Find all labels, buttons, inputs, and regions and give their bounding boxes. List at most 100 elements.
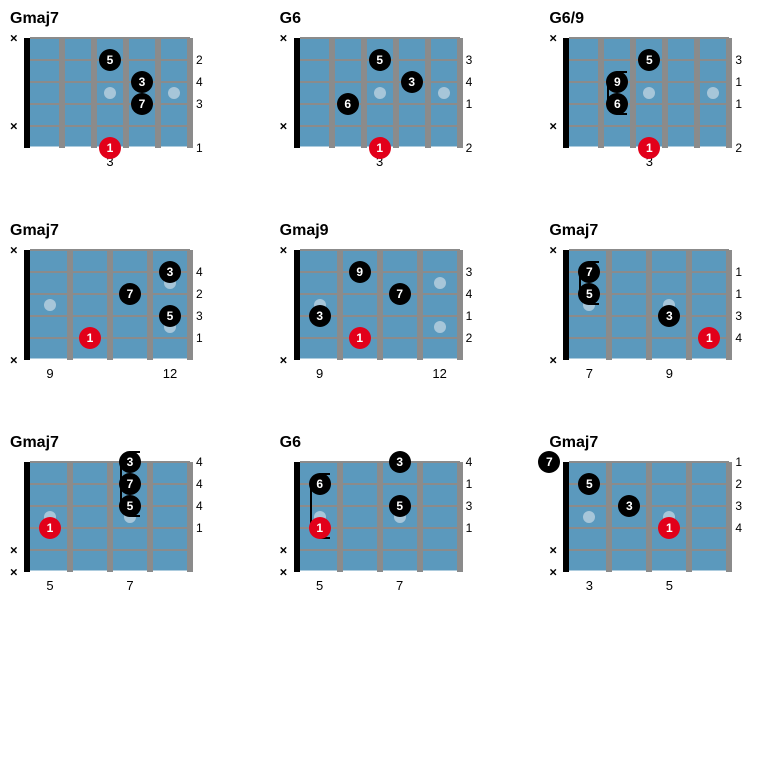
mute-icon: × [549,565,557,580]
note-dot: 1 [99,137,121,159]
note-dot: 1 [638,137,660,159]
finger-number: 1 [735,287,742,301]
mute-icon: × [10,31,18,46]
note-dot: 6 [606,93,628,115]
chord-diagram: G6/9××596131123 [549,10,769,172]
finger-number: 2 [735,141,742,155]
inlay-dot [434,277,446,289]
fret-number: 7 [396,578,403,593]
mute-icon: × [549,543,557,558]
finger-number: 3 [466,265,473,279]
finger-number: 4 [735,521,742,535]
fret-line [417,462,423,572]
note-dot: 3 [309,305,331,327]
fretboard: 7531 [569,462,729,572]
fret-line [425,38,431,148]
mute-icon: × [280,565,288,580]
fret-label-row: 57 [300,578,460,596]
fret-number: 5 [316,578,323,593]
finger-number: 1 [735,265,742,279]
chord-title: Gmaj7 [549,434,769,452]
finger-number: 2 [466,331,473,345]
finger-number: 1 [196,331,203,345]
string-line [300,103,460,105]
mute-column: ×× [549,38,563,148]
inlay-dot [374,87,386,99]
note-dot: 3 [401,71,423,93]
mute-icon: × [280,243,288,258]
finger-number: 4 [466,75,473,89]
fret-line [694,38,700,148]
note-dot: 5 [638,49,660,71]
finger-number: 1 [196,141,203,155]
fret-line [457,38,463,148]
chord-diagram: Gmaj7××3751444157 [10,434,230,596]
board-wrap: ××59613112 [549,38,769,148]
string-line [569,103,729,105]
note-dot: 3 [389,451,411,473]
board-wrap: ××36514131 [280,462,500,572]
fretboard: 9731 [300,250,460,360]
note-dot: 1 [39,517,61,539]
note-dot: 7 [119,473,141,495]
fret-label-row: 57 [30,578,190,596]
string-line [300,37,460,39]
fret-line [187,38,193,148]
finger-number: 1 [735,75,742,89]
finger-number: 3 [735,53,742,67]
note-dot: 1 [698,327,720,349]
fret-number: 3 [586,578,593,593]
chord-title: G6/9 [549,10,769,28]
fret-line [646,462,652,572]
note-dot: 1 [658,517,680,539]
fret-line [155,38,161,148]
note-dot: 1 [369,137,391,159]
finger-number: 3 [196,97,203,111]
fret-number: 7 [586,366,593,381]
board-wrap: ××75311134 [549,250,769,360]
fretboard: 7531 [569,250,729,360]
string-line [300,125,460,127]
fret-line [726,250,732,360]
note-dot: 9 [349,261,371,283]
fret-line [329,38,335,148]
fret-number: 12 [432,366,446,381]
finger-column: 3412 [464,250,480,360]
note-dot: 1 [79,327,101,349]
fret-line [67,250,73,360]
note-dot: 6 [309,473,331,495]
mute-icon: × [549,353,557,368]
fret-line [606,250,612,360]
note-dot: 5 [578,283,600,305]
finger-number: 4 [196,75,203,89]
fret-line [377,462,383,572]
chord-title: Gmaj7 [10,222,230,240]
finger-column: 3112 [733,38,749,148]
inlay-dot [643,87,655,99]
finger-number: 1 [466,309,473,323]
inlay-dot [707,87,719,99]
finger-number: 2 [196,287,203,301]
board-wrap: ××37514441 [10,462,230,572]
finger-number: 1 [196,521,203,535]
mute-icon: × [10,119,18,134]
finger-column: 2431 [194,38,210,148]
fretboard: 3751 [30,250,190,360]
note-dot: 7 [538,451,560,473]
note-dot: 1 [349,327,371,349]
note-dot: 6 [337,93,359,115]
chord-title: Gmaj9 [280,222,500,240]
finger-column: 4231 [194,250,210,360]
note-dot: 5 [159,305,181,327]
board-wrap: ××37514231 [10,250,230,360]
board-wrap: ××53712431 [10,38,230,148]
note-dot: 3 [119,451,141,473]
note-dot: 3 [658,305,680,327]
fret-line [417,250,423,360]
fret-line [187,462,193,572]
inlay-dot [168,87,180,99]
chord-diagram: Gmaj7××7531113479 [549,222,769,384]
fret-line [337,462,343,572]
fret-line [646,250,652,360]
mute-icon: × [280,543,288,558]
